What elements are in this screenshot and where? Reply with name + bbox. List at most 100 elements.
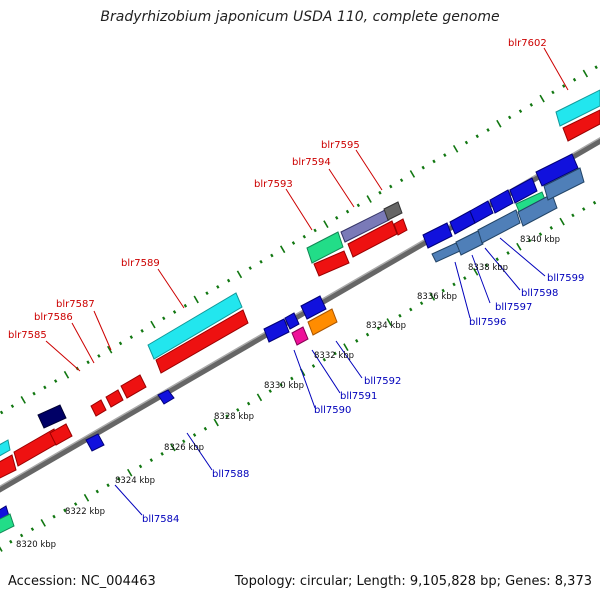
gene-reverse[interactable] bbox=[509, 177, 538, 204]
gene-forward[interactable] bbox=[313, 250, 350, 277]
gene-forward[interactable] bbox=[0, 454, 17, 480]
gene-reverse[interactable] bbox=[469, 200, 494, 224]
gene-blr7589-cyan[interactable] bbox=[147, 292, 243, 360]
tick-mark bbox=[452, 282, 456, 287]
tick-mark bbox=[527, 238, 532, 243]
gene-bll7596[interactable] bbox=[431, 242, 461, 263]
label-blr7587[interactable]: blr7587 bbox=[56, 299, 95, 310]
label-bll7584[interactable]: bll7584 bbox=[142, 514, 179, 525]
gene-reverse-steel[interactable] bbox=[543, 167, 585, 201]
tick-mark bbox=[225, 414, 229, 419]
gene-forward[interactable] bbox=[347, 220, 398, 258]
label-bll7597[interactable]: bll7597 bbox=[495, 302, 532, 313]
tick-mark bbox=[0, 410, 4, 415]
gene-bll7591[interactable] bbox=[291, 326, 309, 346]
tick-mark bbox=[486, 128, 490, 132]
label-bll7588[interactable]: bll7588 bbox=[212, 469, 249, 480]
topology-text: Topology: circular; Length: 9,105,828 bp… bbox=[234, 574, 592, 589]
gene-forward[interactable] bbox=[393, 218, 408, 236]
tick-mark bbox=[172, 310, 177, 314]
tick-mark bbox=[182, 439, 186, 444]
gene-forward[interactable] bbox=[90, 399, 107, 417]
gene-blr7602-cyan[interactable] bbox=[555, 89, 600, 127]
gene-reverse[interactable] bbox=[300, 295, 327, 320]
kbp-label: 8332 kbp bbox=[314, 351, 354, 361]
label-blr7586[interactable]: blr7586 bbox=[34, 312, 73, 323]
tick-mark bbox=[559, 217, 565, 226]
tick-mark bbox=[572, 77, 577, 82]
label-bll7590[interactable]: bll7590 bbox=[314, 405, 351, 416]
tick-mark bbox=[562, 84, 566, 88]
gene-forward-navy[interactable] bbox=[37, 404, 67, 429]
tick-mark bbox=[475, 134, 479, 139]
tick-mark bbox=[409, 307, 413, 312]
tick-mark bbox=[582, 69, 589, 78]
tick-mark bbox=[117, 477, 121, 481]
gene-reverse-green[interactable] bbox=[0, 513, 15, 534]
tick-mark bbox=[30, 527, 35, 532]
gene-blr7602[interactable] bbox=[562, 109, 600, 142]
tick-mark bbox=[441, 288, 445, 293]
label-blr7594[interactable]: blr7594 bbox=[292, 157, 331, 168]
gene-reverse[interactable] bbox=[422, 222, 453, 249]
gene-forward[interactable] bbox=[49, 423, 73, 446]
gene-bll7592[interactable] bbox=[307, 308, 338, 336]
top-label-leaders bbox=[45, 47, 569, 372]
tick-mark bbox=[496, 119, 502, 128]
label-blr7593[interactable]: blr7593 bbox=[254, 179, 293, 190]
tick-mark bbox=[279, 382, 283, 387]
tick-mark bbox=[322, 357, 327, 362]
tick-mark bbox=[149, 458, 154, 462]
gene-forward-cyan[interactable] bbox=[0, 439, 11, 459]
kbp-label: 8328 kbp bbox=[214, 412, 254, 422]
tick-mark bbox=[290, 376, 294, 381]
tick-mark bbox=[246, 401, 251, 406]
gene-reverse[interactable] bbox=[263, 318, 290, 343]
label-bll7591[interactable]: bll7591 bbox=[340, 391, 377, 402]
tick-mark bbox=[160, 452, 164, 456]
gene-forward[interactable] bbox=[105, 389, 124, 408]
gene-blr7595[interactable] bbox=[383, 201, 403, 221]
tick-mark bbox=[389, 184, 393, 189]
kbp-label: 8338 kbp bbox=[468, 263, 508, 273]
label-blr7589[interactable]: blr7589 bbox=[121, 258, 160, 269]
tick-mark bbox=[193, 295, 199, 304]
label-bll7599[interactable]: bll7599 bbox=[547, 273, 584, 284]
tick-mark bbox=[127, 468, 133, 477]
tick-mark bbox=[63, 508, 67, 513]
tick-mark bbox=[421, 165, 425, 170]
gene-reverse[interactable] bbox=[535, 153, 579, 187]
label-bll7596[interactable]: bll7596 bbox=[469, 317, 506, 328]
gene-reverse[interactable] bbox=[489, 189, 514, 214]
label-bll7598[interactable]: bll7598 bbox=[521, 288, 558, 299]
tick-mark bbox=[52, 514, 56, 519]
label-bll7592[interactable]: bll7592 bbox=[364, 376, 401, 387]
tick-mark bbox=[226, 278, 231, 283]
bottom-label-leaders bbox=[114, 237, 546, 516]
gene-bll7598[interactable] bbox=[477, 209, 521, 244]
tick-mark bbox=[516, 242, 522, 251]
gene-bll7599[interactable] bbox=[517, 193, 558, 227]
gene-blr7593-green[interactable] bbox=[306, 231, 344, 264]
page-title: Bradyrhizobium japonicum USDA 110, compl… bbox=[100, 9, 500, 25]
tick-mark bbox=[20, 396, 26, 404]
tick-mark bbox=[106, 483, 110, 488]
tick-mark bbox=[268, 389, 272, 393]
tick-mark bbox=[0, 546, 3, 552]
kbp-label: 8326 kbp bbox=[164, 443, 204, 453]
gene-bll7588[interactable] bbox=[157, 389, 175, 405]
gene-forward[interactable] bbox=[120, 374, 147, 399]
tick-mark bbox=[40, 519, 46, 527]
label-blr7602[interactable]: blr7602 bbox=[508, 38, 547, 49]
tick-mark bbox=[345, 209, 350, 214]
gene-bll7597[interactable] bbox=[455, 230, 484, 256]
gene-bll7590[interactable] bbox=[284, 312, 300, 330]
tick-mark bbox=[484, 263, 489, 268]
gene-blr7589[interactable] bbox=[155, 309, 249, 374]
label-blr7595[interactable]: blr7595 bbox=[321, 140, 360, 151]
label-blr7585[interactable]: blr7585 bbox=[8, 330, 47, 341]
tick-mark bbox=[432, 159, 436, 164]
gene-bll7584[interactable] bbox=[85, 433, 105, 452]
tick-mark bbox=[538, 232, 543, 237]
